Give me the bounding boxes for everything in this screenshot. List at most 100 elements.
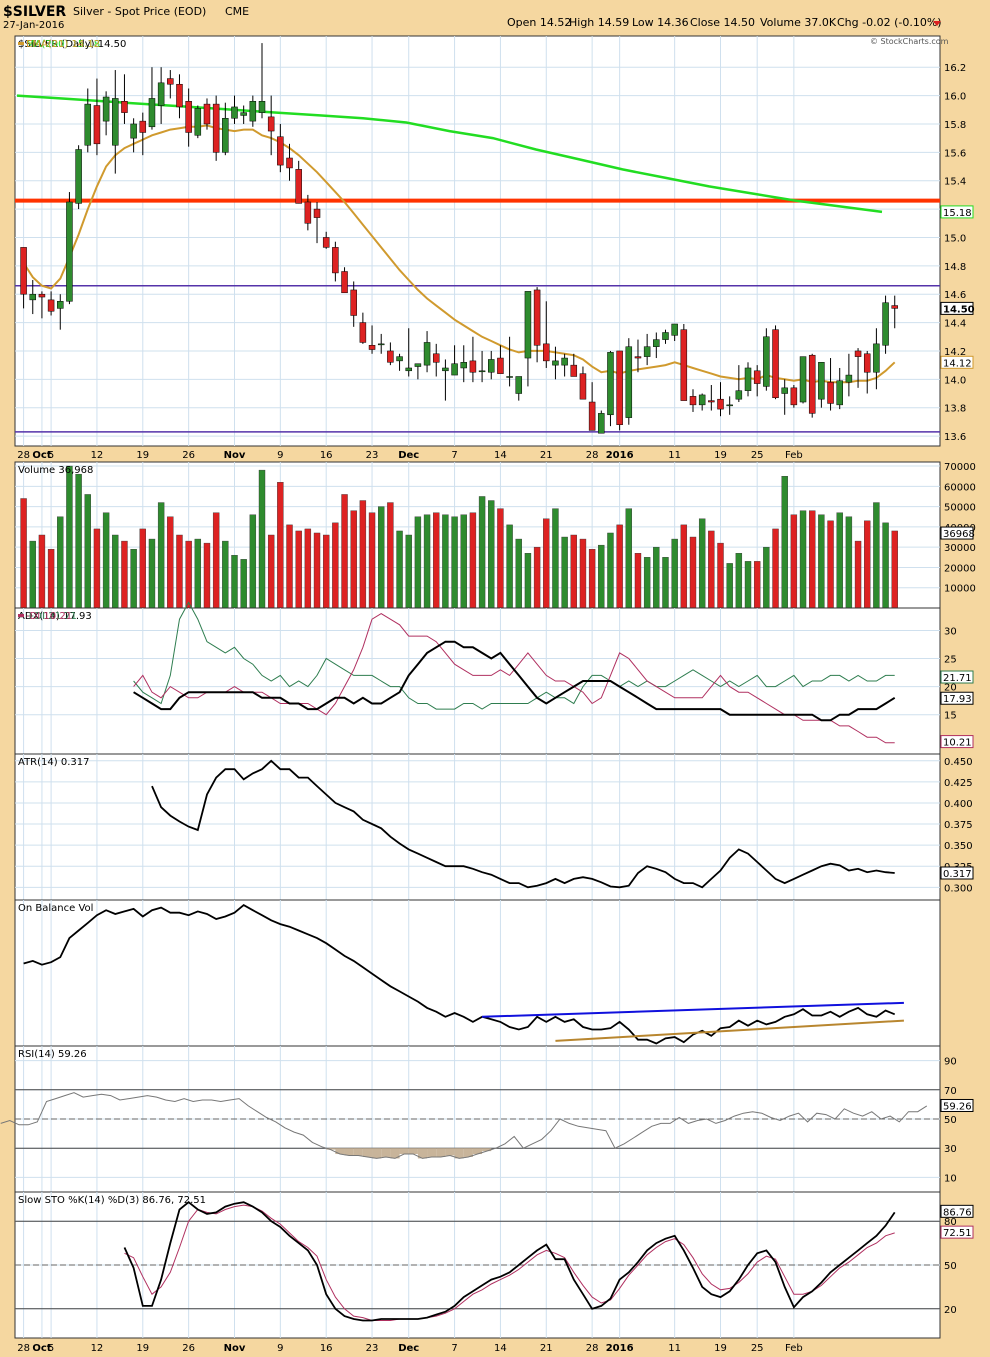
candle-body <box>588 401 596 431</box>
candle-body <box>341 271 348 294</box>
x-tick-label: Oct <box>32 450 51 461</box>
volume-bar <box>313 532 321 609</box>
volume-bar <box>891 530 898 609</box>
legend-swatch <box>18 614 24 617</box>
value-tag <box>940 670 974 684</box>
volume-bar <box>378 506 385 609</box>
value-tag <box>940 526 974 540</box>
candle-body <box>763 336 770 387</box>
candle-body <box>515 376 523 394</box>
quote-high: High 14.59 <box>569 16 629 29</box>
x-tick-label: 2016 <box>606 450 634 461</box>
candle-body <box>808 354 816 414</box>
candle-body <box>790 387 798 406</box>
candle-body <box>194 108 202 136</box>
y-tick-label: 16.0 <box>944 92 966 103</box>
candle-body <box>772 329 779 399</box>
x-tick-label: 28 <box>17 1343 30 1354</box>
y-tick-label: 50 <box>944 1115 957 1126</box>
volume-bar <box>359 500 367 609</box>
rsi-oversold-fill <box>372 1148 382 1159</box>
candle-body <box>625 346 633 418</box>
y-tick-label: 30 <box>944 626 957 637</box>
quote-low: Low 14.36 <box>632 16 689 29</box>
volume-bar <box>607 532 614 609</box>
volume-bar <box>689 536 697 609</box>
x-tick-label: 7 <box>451 450 457 461</box>
candle-body <box>543 343 550 362</box>
candle-body <box>432 353 440 363</box>
y-tick-label: 13.8 <box>944 404 966 415</box>
candle-body <box>717 398 724 410</box>
rsi-oversold-fill <box>436 1148 446 1157</box>
y-tick-label: 50 <box>944 1261 957 1272</box>
volume-bar <box>332 522 339 609</box>
candle-body <box>451 363 458 376</box>
y-tick-label: 0.400 <box>944 799 973 810</box>
legend-entry: ATR(14) 0.317 <box>18 757 89 768</box>
volume-bar <box>488 500 495 609</box>
volume-bar <box>112 534 119 609</box>
obv-upper-trendline <box>482 1001 904 1018</box>
candle-body <box>387 350 394 363</box>
y-tick-label: 50000 <box>944 503 976 514</box>
x-tick-label: Dec <box>398 450 419 461</box>
candle-body <box>497 357 504 374</box>
candle-body <box>799 356 807 403</box>
value-tag-label: 59.26 <box>943 1101 972 1112</box>
candle-body <box>662 332 669 340</box>
candle-body <box>854 350 862 357</box>
x-tick-label: 26 <box>182 1343 195 1354</box>
volume-bar <box>29 540 36 609</box>
legend-entry: RSI(14) 59.26 <box>18 1049 87 1060</box>
candle-body <box>93 105 101 145</box>
y-tick-label: 20000 <box>944 563 976 574</box>
volume-bar <box>102 512 110 609</box>
volume-bar <box>864 520 871 609</box>
candle-body <box>882 302 889 346</box>
y-tick-label: 10 <box>944 1173 957 1184</box>
volume-bar <box>643 557 651 609</box>
x-tick-label: 12 <box>91 450 104 461</box>
y-tick-label: 10000 <box>944 584 976 595</box>
x-tick-label: 5 <box>48 1343 54 1354</box>
x-tick-label: Nov <box>224 450 246 461</box>
candle-body <box>359 322 367 343</box>
volume-bar <box>212 512 220 609</box>
volume-bar <box>433 512 440 609</box>
candle-body <box>29 293 37 301</box>
legend-entry: Volume 36,968 <box>18 465 93 476</box>
candle-body <box>414 363 422 367</box>
candle-body <box>524 291 532 359</box>
value-tag-label: 36968 <box>943 529 975 540</box>
volume-bar <box>203 542 211 609</box>
candle-body <box>735 390 743 400</box>
volume-bar <box>157 502 165 609</box>
candle-body <box>863 353 871 373</box>
candle-body <box>607 352 614 416</box>
candle-body <box>827 381 834 404</box>
candle-body <box>570 364 578 377</box>
candle-body <box>267 116 275 132</box>
adx-line <box>133 640 896 722</box>
volume-bar <box>790 514 798 609</box>
y-tick-label: 30000 <box>944 543 976 554</box>
y-tick-label: 0.450 <box>944 757 973 768</box>
candle-body <box>47 299 55 312</box>
volume-bar <box>653 546 660 609</box>
x-tick-label: 12 <box>91 1343 104 1354</box>
volume-bar <box>882 522 889 609</box>
x-tick-label: 19 <box>136 1343 149 1354</box>
value-tag-label: 0.317 <box>943 869 972 880</box>
volume-bar <box>854 540 862 609</box>
candle-body <box>295 169 302 204</box>
x-tick-label: 23 <box>366 1343 379 1354</box>
y-tick-label: 20 <box>944 1305 957 1316</box>
rsi-oversold-fill <box>399 1148 409 1155</box>
volume-bar <box>818 514 825 609</box>
price-panel: 13.613.814.014.214.414.614.815.015.215.4… <box>14 35 975 461</box>
volume-bar <box>66 465 73 609</box>
x-tick-label: Oct <box>32 1343 51 1354</box>
candle-body <box>148 98 156 128</box>
